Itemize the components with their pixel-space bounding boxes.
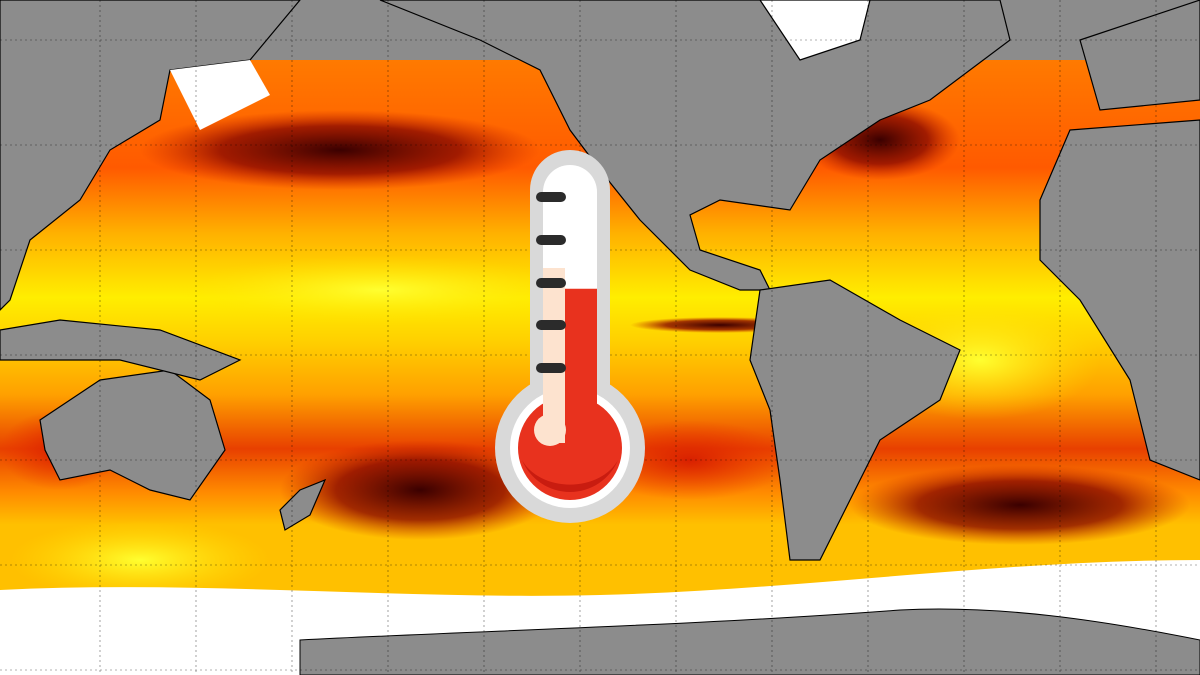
- south-america: [749, 279, 961, 561]
- europe: [1079, 0, 1200, 111]
- new-zealand: [279, 478, 327, 531]
- sea-ice: [0, 60, 1200, 675]
- thermometer-icon: [495, 150, 645, 523]
- thermometer-ticks: [536, 192, 566, 373]
- africa: [1039, 119, 1200, 481]
- australia: [39, 369, 226, 501]
- southeast-asia-islands: [0, 319, 242, 381]
